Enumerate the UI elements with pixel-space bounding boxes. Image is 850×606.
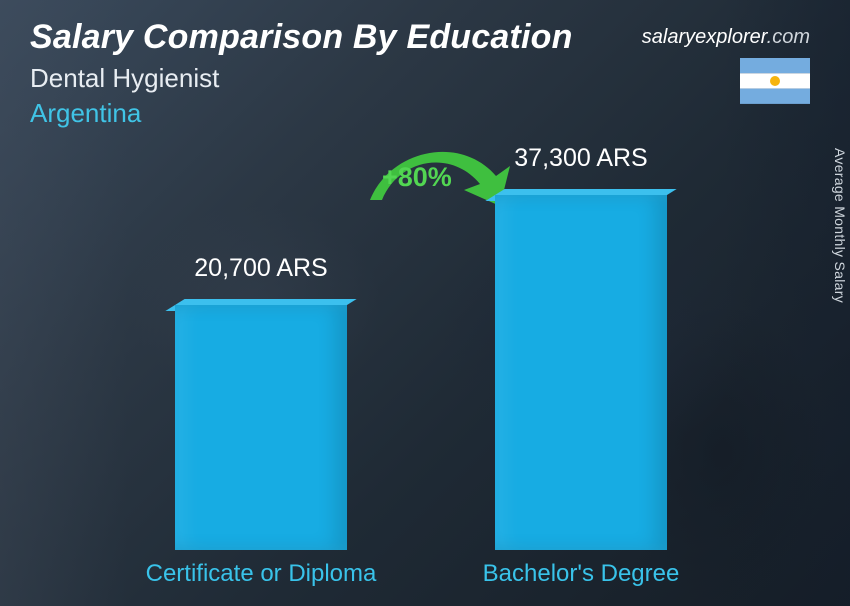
salary-bar-chart: +80% 20,700 ARS Certificate or Diploma 3… (0, 150, 820, 592)
y-axis-label: Average Monthly Salary (832, 148, 848, 303)
increase-percent: +80% (382, 162, 452, 193)
bar-label-bachelors: Bachelor's Degree (431, 560, 731, 588)
bar-value-bachelors: 37,300 ARS (451, 144, 711, 173)
bar-value-certificate: 20,700 ARS (131, 254, 391, 283)
country-flag-icon (740, 58, 810, 104)
page-subtitle: Dental Hygienist (30, 63, 573, 94)
brand-suffix: .com (767, 26, 810, 48)
bar-bachelors-degree (495, 195, 667, 550)
bar-label-certificate: Certificate or Diploma (111, 560, 411, 588)
brand-name: salaryexplorer (642, 26, 767, 48)
page-country: Argentina (30, 98, 573, 129)
page-title: Salary Comparison By Education (30, 18, 573, 57)
brand-logo: salaryexplorer.com (642, 26, 810, 49)
bar-certificate-diploma (175, 305, 347, 550)
